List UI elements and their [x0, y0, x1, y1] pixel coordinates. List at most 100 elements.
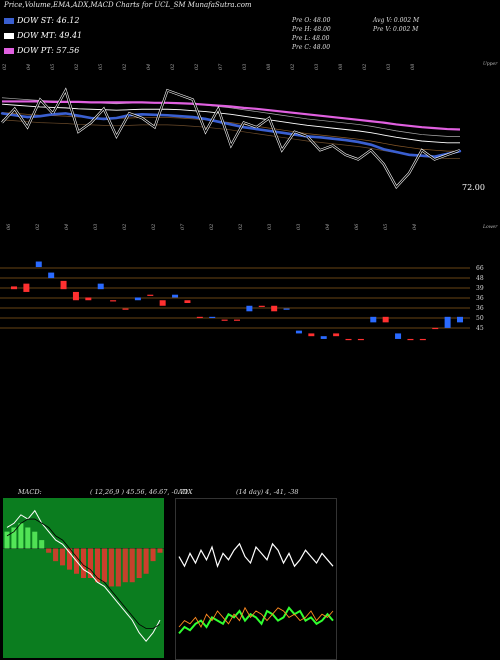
level-label: 36 [476, 295, 484, 302]
bottom-date-label: 05 [383, 224, 389, 230]
st-point [204, 117, 207, 121]
volume-bar [184, 300, 191, 303]
volume-bar [147, 294, 154, 296]
price-band-line [1, 119, 460, 159]
bottom-date-label: 03 [296, 224, 302, 230]
bottom-date-labels: 06 02 04 03 02 02 07 02 02 03 03 04 06 05 04 [6, 223, 418, 230]
st-point [382, 148, 385, 151]
volume-bar [395, 333, 402, 339]
volume-bar [308, 333, 315, 337]
pre-close: Pre C: 48.00 [292, 44, 331, 51]
st-point [229, 123, 233, 126]
top-date-label: 02 [290, 64, 296, 70]
volume-bar [35, 261, 42, 268]
volume-bar [382, 316, 389, 323]
bottom-date-label: 02 [238, 224, 244, 230]
volume-bar [159, 300, 166, 306]
top-date-label: 08 [338, 64, 344, 70]
st-point [255, 127, 258, 131]
volume-bar [134, 297, 141, 301]
bottom-date-label: 04 [412, 224, 418, 230]
volume-bar [221, 319, 228, 321]
legend-swatch-pt [4, 47, 14, 54]
volume-bar [60, 280, 67, 290]
top-date-label: 02 [2, 64, 8, 70]
lower-label: Lower [482, 224, 498, 230]
legend-dow-mt: DOW MT: 49.41 [4, 31, 82, 40]
top-date-label: 03 [242, 64, 248, 70]
st-point [153, 113, 156, 116]
volume-bar [11, 286, 17, 290]
plus-di-line [178, 606, 334, 635]
volume-bar [419, 338, 426, 341]
pre-high: Pre H: 48.00 [292, 26, 331, 33]
st-point [458, 149, 462, 153]
volume-bar [407, 338, 414, 341]
macd-line [6, 509, 161, 642]
volume-bar [345, 338, 352, 341]
volume-bar [172, 294, 179, 298]
top-date-label: 05 [98, 64, 104, 70]
st-point [102, 117, 105, 121]
minus-di-line [178, 606, 334, 629]
bottom-date-label: 02 [35, 224, 41, 230]
pre-volume: Pre V: 0.002 M [373, 26, 419, 33]
bottom-date-label: 03 [93, 224, 99, 230]
st-point [51, 113, 55, 116]
top-date-label: 08 [410, 64, 416, 70]
last-price-label: 72.00 [462, 183, 485, 192]
volume-bar [333, 333, 340, 337]
level-label: 45 [476, 325, 484, 332]
macd-params: ( 12,26,9 ) 45.56, 46.67, -0.71 [90, 488, 189, 496]
series-line-dow-mt [1, 103, 460, 144]
legend-swatch-st [4, 17, 14, 24]
top-date-label: 02 [170, 64, 176, 70]
chart-title: Price,Volume,EMA,ADX,MACD Charts for UCL… [4, 1, 252, 9]
series-line-dow-pt [2, 100, 461, 131]
top-date-label: 02 [362, 64, 368, 70]
volume-bar [258, 305, 265, 307]
volume-bar [48, 272, 55, 279]
price-lines [0, 87, 462, 190]
series-line-dow-st [1, 112, 461, 158]
bottom-date-label: 04 [325, 224, 331, 230]
volume-level-lines: 66 48 39 36 36 50 45 [0, 265, 484, 332]
bottom-date-label: 02 [209, 224, 215, 230]
top-date-label: 04 [26, 64, 32, 70]
price-band-line [1, 112, 460, 152]
volume-bar [97, 283, 104, 290]
upper-label: Upper [483, 61, 498, 67]
top-date-label: 04 [146, 64, 152, 70]
adx-series [178, 542, 334, 635]
volume-bar [432, 327, 439, 330]
avg-volume: Avg V: 0.002 M [373, 17, 420, 24]
st-point [331, 137, 334, 140]
volume-bar [283, 308, 290, 310]
bottom-date-label: 02 [151, 224, 157, 230]
top-date-label: 08 [266, 64, 272, 70]
st-point [433, 155, 436, 158]
top-date-label: 02 [74, 64, 80, 70]
top-date-labels: 02 04 05 02 05 02 04 02 02 07 03 08 02 03 08 02 03 08 [2, 63, 416, 70]
top-date-label: 03 [386, 64, 392, 70]
level-label: 36 [476, 305, 484, 312]
volume-bar [320, 336, 327, 339]
macd-chart [3, 498, 164, 658]
volume-bar [444, 316, 451, 328]
level-label: 50 [476, 315, 484, 322]
volume-bars [11, 261, 463, 341]
level-label: 39 [476, 285, 484, 292]
volume-bar [23, 283, 30, 292]
bottom-date-label: 04 [64, 224, 70, 230]
st-point [26, 115, 29, 119]
legend-label-pt: DOW PT: 57.56 [17, 46, 80, 55]
level-label: 66 [476, 265, 484, 272]
bottom-date-label: 07 [180, 223, 186, 230]
st-point [0, 112, 4, 115]
volume-bar [110, 300, 117, 302]
volume-bar [72, 291, 79, 301]
price-volume-chart: 02 04 05 02 05 02 04 02 02 07 03 08 02 03 08 02 03 08 Upp… [0, 61, 498, 341]
top-date-label: 02 [194, 64, 200, 70]
volume-bar [295, 330, 302, 334]
close-line-outer [1, 87, 461, 190]
